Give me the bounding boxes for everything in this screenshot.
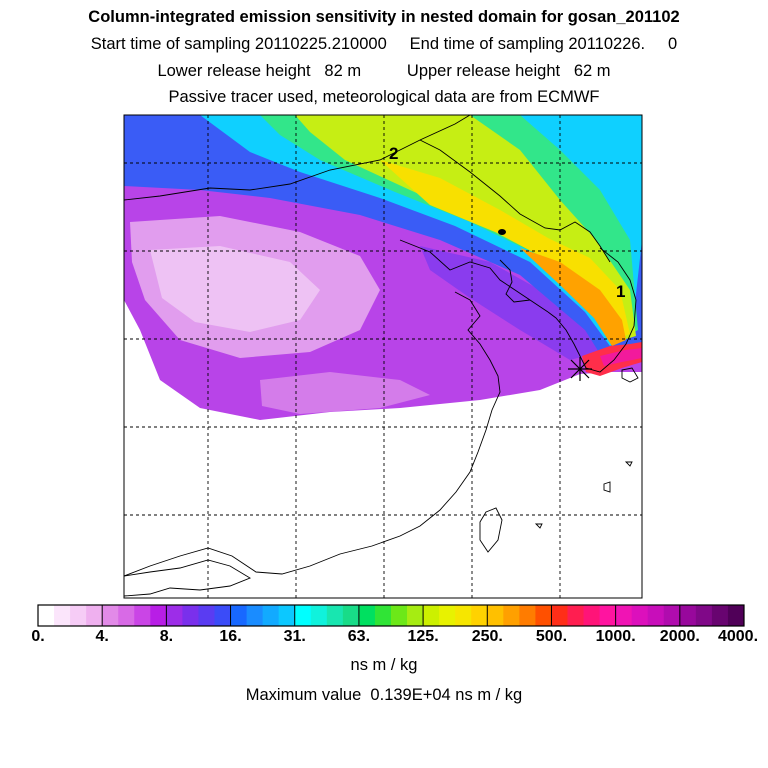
colorbar-tick-label: 31. — [283, 628, 306, 645]
colorbar-cell — [423, 605, 440, 626]
colorbar-cell — [583, 605, 600, 626]
colorbar-cell — [391, 605, 408, 626]
colorbar-cell — [567, 605, 584, 626]
coastlines — [124, 115, 639, 597]
colorbar-cell — [663, 605, 681, 626]
colorbar-cell — [679, 605, 697, 626]
colorbar-cell — [134, 605, 151, 626]
colorbar-tick-label: 500. — [535, 628, 568, 645]
colorbar-tick-label: 4000. — [717, 628, 759, 645]
colorbar-cell — [294, 605, 312, 626]
colorbar-cell — [38, 605, 55, 626]
lat-lon-grid — [124, 115, 642, 598]
colorbar-cell — [310, 605, 328, 626]
colorbar-cell — [599, 605, 617, 626]
colorbar-frame — [37, 604, 745, 627]
colorbar-cell — [358, 605, 376, 626]
maximum-value: Maximum value 0.139E+04 ns m / kg — [245, 686, 523, 704]
map-frame — [123, 114, 643, 599]
inner-border — [399, 239, 549, 313]
colorbar-cell — [150, 605, 167, 626]
yellow-sea-coast — [499, 259, 531, 303]
release-heights: Lower release height 82 m Upper release … — [157, 62, 611, 80]
colorbar-cell — [471, 605, 488, 626]
colorbar-tick-label: 16. — [219, 628, 242, 645]
lake-marker — [498, 229, 506, 235]
colorbar-cell — [230, 605, 247, 626]
faint-region-inner — [150, 246, 320, 332]
colorbar-tick-label: 2000. — [659, 628, 700, 645]
colorbar-cell — [102, 605, 119, 626]
colorbar-cell — [262, 605, 280, 626]
colorbar-cell — [278, 605, 296, 626]
colorbar-cell — [503, 605, 520, 626]
units-label: ns m / kg — [350, 656, 418, 674]
colorbar-cell — [535, 605, 552, 626]
plume-yellow-green-layer — [295, 115, 636, 342]
colorbar-tick-label: 250. — [471, 628, 503, 645]
sensitivity-field — [124, 115, 642, 598]
colorbar-cell — [647, 605, 665, 626]
colorbar-tick-label: 4. — [95, 628, 109, 645]
colorbar-cell — [342, 605, 360, 626]
japan-kyushu — [621, 367, 639, 383]
colorbar-cell — [407, 605, 424, 626]
colorbar-cell — [727, 605, 745, 626]
colorbar-tick-label: 0. — [31, 628, 45, 645]
taiwan-island — [479, 507, 503, 553]
colorbar-cell — [711, 605, 729, 626]
colorbar-cell — [439, 605, 456, 626]
manchuria-border — [419, 139, 611, 263]
release-site-star-icon — [568, 357, 592, 381]
faint-region-south — [260, 372, 430, 414]
colorbar-cell — [86, 605, 103, 626]
small-island-1 — [603, 481, 611, 493]
colorbar-cells — [38, 605, 745, 626]
plume-green-layer — [260, 115, 638, 344]
colorbar-cell — [246, 605, 264, 626]
trajectory-label-2: 2 — [389, 144, 398, 163]
trajectory-label-1: 1 — [616, 282, 625, 301]
colorbar-cell — [615, 605, 633, 626]
map-title: Column-integrated emission sensitivity i… — [88, 8, 680, 26]
colorbar-cell — [214, 605, 231, 626]
tracer-info: Passive tracer used, meteorological data… — [168, 88, 600, 106]
colorbar-cell — [54, 605, 71, 626]
plume-magenta-core — [600, 348, 642, 366]
plume-yellow-layer — [380, 160, 630, 340]
colorbar-tick-label: 8. — [159, 628, 174, 645]
northern-border — [124, 115, 471, 201]
colorbar-tick-label: 1000. — [595, 628, 636, 645]
sampling-times: Start time of sampling 20110225.210000 E… — [90, 35, 678, 53]
korea-coast — [547, 247, 637, 373]
colorbar-cell — [326, 605, 344, 626]
small-island-2 — [624, 461, 633, 467]
colorbar-cell — [551, 605, 568, 626]
colorbar-cell — [374, 605, 392, 626]
colorbar-cell — [631, 605, 649, 626]
colorbar-cell — [70, 605, 87, 626]
colorbar-tick-label: 63. — [347, 628, 371, 645]
colorbar-cell — [455, 605, 472, 626]
unsampled-area — [124, 380, 642, 598]
colorbar-cell — [695, 605, 713, 626]
china-coast — [124, 291, 501, 577]
small-island-3 — [534, 523, 543, 529]
colorbar-tick-label: 125. — [407, 628, 439, 645]
southern-coast — [124, 559, 252, 597]
colorbar-cell — [166, 605, 183, 626]
colorbar-cell — [182, 605, 199, 626]
colorbar-cell — [118, 605, 135, 626]
colorbar-cell — [198, 605, 215, 626]
violet-patch-east — [420, 246, 600, 360]
colorbar-cell — [487, 605, 504, 626]
plume-orange-layer — [520, 248, 626, 346]
colorbar-cell — [519, 605, 536, 626]
